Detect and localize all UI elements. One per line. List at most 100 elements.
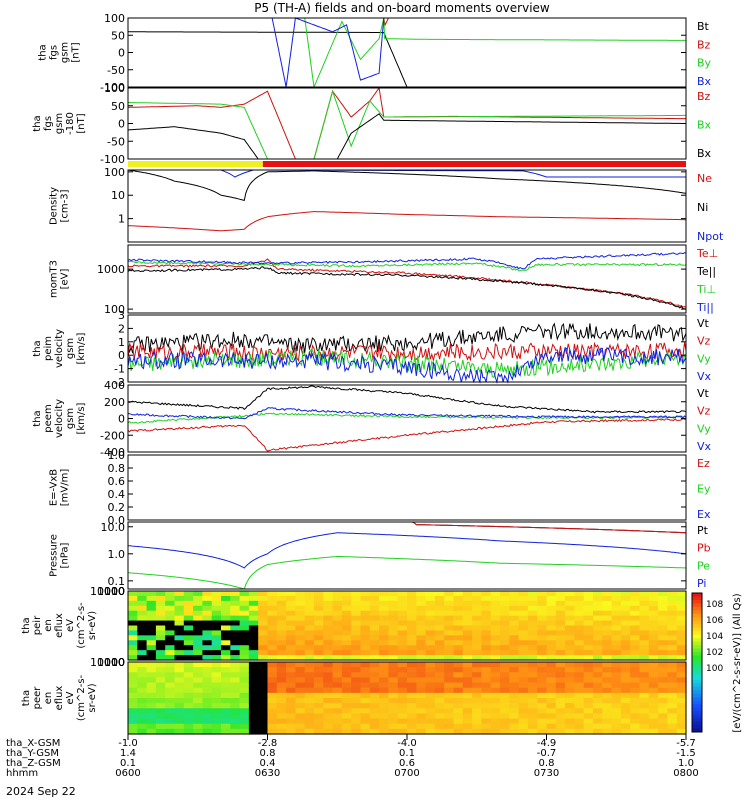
heatmap-cell — [332, 650, 343, 656]
heatmap-cell — [128, 728, 138, 735]
heatmap-cell — [593, 723, 603, 730]
heatmap-cell — [425, 687, 436, 694]
heatmap-cell — [193, 635, 203, 641]
heatmap-cell — [565, 620, 575, 627]
heatmap-cell — [555, 605, 566, 612]
heatmap-cell — [490, 610, 501, 617]
series-Bx — [128, 17, 686, 88]
heatmap-cell — [146, 708, 157, 715]
y-axis-label: eflux — [54, 613, 65, 638]
heatmap-cell — [416, 650, 427, 656]
colorbar-segment — [692, 645, 702, 650]
heatmap-cell — [593, 718, 603, 725]
heatmap-cell — [472, 591, 482, 597]
heatmap-cell — [630, 687, 641, 694]
heatmap-cell — [611, 625, 622, 632]
heatmap-cell — [416, 703, 427, 709]
heatmap-cell — [369, 600, 380, 607]
colorbar-segment — [692, 593, 702, 597]
heatmap-cell — [341, 698, 352, 704]
heatmap-cell — [500, 728, 510, 735]
heatmap-cell — [639, 605, 650, 612]
heatmap-cell — [137, 645, 148, 651]
heatmap-cell — [667, 600, 678, 607]
x-row-value: 0600 — [115, 768, 140, 779]
heatmap-cell — [648, 662, 659, 668]
legend-entry: Te|| — [696, 265, 716, 278]
x-row-label: tha_X-GSM — [6, 738, 60, 749]
heatmap-cell — [639, 600, 650, 607]
heatmap-cell — [258, 591, 269, 597]
heatmap-cell — [239, 723, 250, 730]
heatmap-cell — [611, 708, 622, 715]
heatmap-cell — [388, 713, 399, 720]
y-tick-label: -2 — [114, 376, 125, 389]
heatmap-cell — [137, 635, 148, 641]
y-tick-label: 0.6 — [108, 475, 126, 488]
heatmap-cell — [174, 605, 185, 612]
heatmap-cell — [276, 620, 287, 627]
heatmap-cell — [211, 640, 222, 646]
heatmap-cell — [155, 620, 166, 627]
heatmap-cell — [230, 703, 241, 709]
colorbar-tick-label: 102 — [706, 648, 723, 658]
heatmap-cell — [314, 605, 324, 612]
heatmap-cell — [593, 595, 603, 602]
heatmap-cell — [500, 650, 510, 656]
heatmap-cell — [304, 635, 315, 641]
heatmap-cell — [221, 662, 231, 668]
heatmap-cell — [369, 630, 380, 636]
heatmap-cell — [407, 640, 417, 646]
heatmap-cell — [648, 672, 659, 679]
heatmap-cell — [481, 708, 492, 715]
heatmap-cell — [183, 708, 194, 715]
heatmap-cell — [565, 703, 575, 709]
heatmap-cell — [639, 677, 650, 684]
heatmap-cell — [453, 600, 464, 607]
heatmap-cell — [332, 595, 343, 602]
heatmap-cell — [155, 718, 166, 725]
heatmap-cell — [658, 667, 668, 673]
heatmap-cell — [304, 600, 315, 607]
heatmap-cell — [351, 713, 362, 720]
heatmap-cell — [211, 672, 222, 679]
heatmap-cell — [397, 698, 408, 704]
heatmap-cell — [481, 650, 492, 656]
heatmap-cell — [314, 698, 324, 704]
heatmap-cell — [146, 615, 157, 622]
heatmap-cell — [555, 635, 566, 641]
heatmap-cell — [165, 620, 176, 627]
heatmap-cell — [221, 635, 231, 641]
heatmap-cell — [472, 718, 482, 725]
heatmap-cell — [193, 630, 203, 636]
colorbar-tick-label: 106 — [706, 616, 723, 626]
heatmap-cell — [676, 698, 687, 704]
heatmap-cell — [537, 640, 548, 646]
heatmap-cell — [332, 662, 343, 668]
heatmap-cell — [490, 640, 501, 646]
heatmap-cell — [248, 728, 259, 735]
heatmap-cell — [248, 615, 259, 622]
heatmap-cell — [630, 625, 641, 632]
heatmap-cell — [667, 640, 678, 646]
heatmap-cell — [472, 655, 482, 661]
heatmap-cell — [258, 595, 269, 602]
heatmap-cell — [221, 655, 231, 661]
heatmap-cell — [444, 682, 455, 689]
heatmap-cell — [323, 591, 334, 597]
heatmap-cell — [611, 630, 622, 636]
heatmap-cell — [676, 605, 687, 612]
heatmap-cell — [509, 713, 520, 720]
heatmap-cell — [258, 625, 269, 632]
heatmap-cell — [174, 687, 185, 694]
heatmap-cell — [230, 655, 241, 661]
heatmap-cell — [472, 667, 482, 673]
heatmap-cell — [574, 723, 585, 730]
heatmap-cell — [620, 610, 631, 617]
heatmap-cell — [648, 600, 659, 607]
heatmap-cell — [341, 687, 352, 694]
heatmap-cell — [351, 591, 362, 597]
heatmap-cell — [583, 728, 594, 735]
heatmap-cell — [527, 667, 538, 673]
heatmap-cell — [304, 718, 315, 725]
